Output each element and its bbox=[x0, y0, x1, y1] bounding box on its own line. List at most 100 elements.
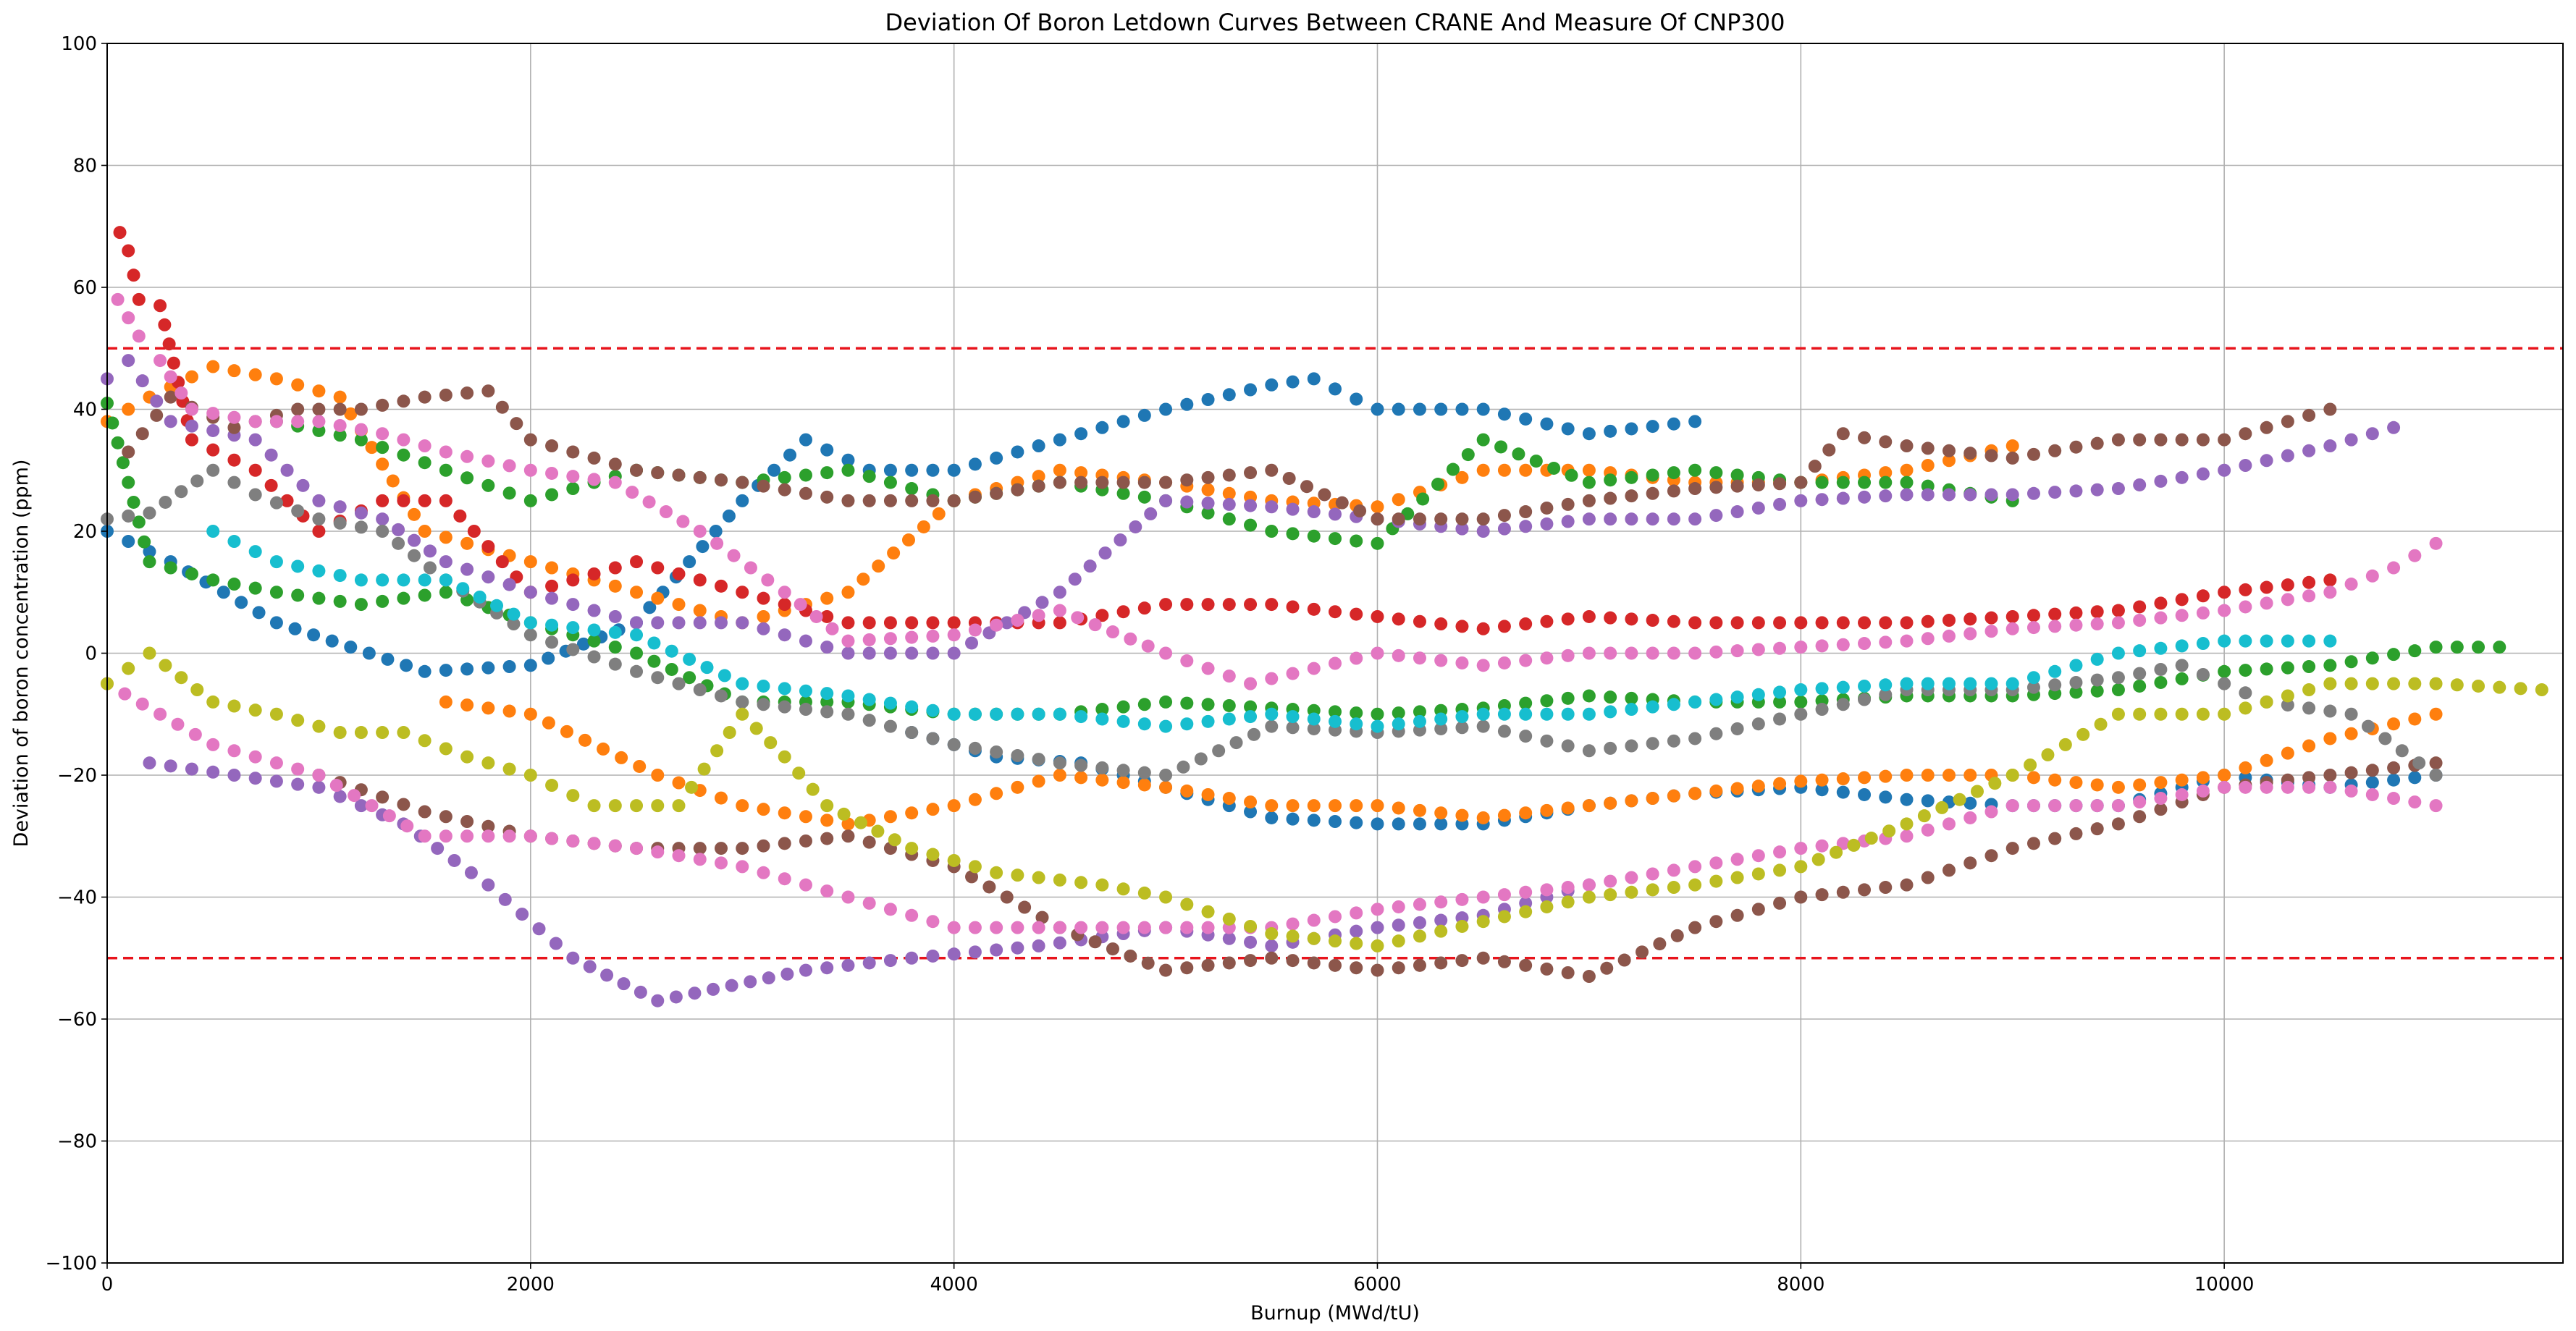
data-point bbox=[630, 463, 644, 477]
data-point bbox=[1053, 433, 1066, 447]
data-point bbox=[1201, 698, 1215, 711]
data-point bbox=[1434, 402, 1448, 416]
data-point bbox=[634, 985, 647, 999]
data-point bbox=[696, 540, 710, 554]
data-point bbox=[1329, 799, 1342, 813]
data-point bbox=[1942, 614, 1956, 628]
data-point bbox=[227, 476, 241, 489]
data-point bbox=[1794, 476, 1808, 489]
data-point bbox=[1329, 714, 1342, 728]
data-point bbox=[1836, 491, 1850, 505]
data-point bbox=[2218, 769, 2231, 782]
data-point bbox=[408, 533, 421, 547]
data-point bbox=[1032, 707, 1045, 721]
data-point bbox=[1074, 921, 1088, 934]
data-point bbox=[1604, 424, 1617, 438]
data-point bbox=[1494, 440, 1508, 454]
data-point bbox=[905, 646, 919, 660]
data-point bbox=[1540, 614, 1554, 628]
data-point bbox=[630, 555, 644, 569]
data-point bbox=[2281, 593, 2294, 607]
data-point bbox=[820, 705, 834, 719]
x-tick-label: 0 bbox=[101, 1274, 114, 1296]
data-point bbox=[633, 759, 647, 773]
data-point bbox=[460, 471, 474, 485]
data-point bbox=[1431, 478, 1445, 491]
data-point bbox=[386, 474, 400, 488]
data-point bbox=[1455, 710, 1469, 724]
data-point bbox=[583, 960, 597, 973]
data-point bbox=[248, 433, 262, 447]
data-point bbox=[1879, 790, 1893, 804]
data-point bbox=[926, 949, 940, 963]
data-point bbox=[630, 646, 644, 660]
data-point bbox=[1265, 951, 1279, 965]
data-point bbox=[2239, 459, 2252, 473]
data-point bbox=[2154, 675, 2168, 689]
data-point bbox=[665, 662, 678, 676]
data-point bbox=[1159, 646, 1173, 660]
data-point bbox=[778, 483, 791, 497]
data-point bbox=[1392, 817, 1405, 831]
data-point bbox=[757, 479, 770, 493]
data-series bbox=[206, 525, 2337, 733]
data-point bbox=[887, 546, 901, 560]
data-point bbox=[2218, 677, 2231, 690]
data-point bbox=[1519, 806, 1533, 820]
data-point bbox=[2175, 470, 2189, 484]
data-point bbox=[418, 439, 432, 453]
data-point bbox=[578, 733, 592, 747]
data-point bbox=[1201, 958, 1215, 972]
data-point bbox=[510, 417, 523, 431]
data-point bbox=[2026, 621, 2040, 635]
data-point bbox=[2239, 780, 2252, 794]
data-point bbox=[587, 473, 601, 486]
reference-lines bbox=[107, 347, 2563, 960]
data-point bbox=[990, 921, 1003, 934]
data-point bbox=[1794, 616, 1808, 630]
data-point bbox=[269, 496, 283, 510]
data-point bbox=[2281, 689, 2294, 703]
data-point bbox=[1942, 629, 1956, 643]
data-point bbox=[418, 805, 432, 819]
data-point bbox=[883, 954, 897, 968]
data-point bbox=[2133, 600, 2147, 614]
data-point bbox=[1413, 897, 1426, 911]
data-point bbox=[1942, 454, 1956, 468]
data-point bbox=[1847, 838, 1861, 852]
data-point bbox=[1709, 784, 1723, 798]
data-point bbox=[1053, 756, 1066, 770]
data-point bbox=[248, 415, 262, 428]
y-tick-label: 80 bbox=[73, 156, 97, 177]
data-point bbox=[1244, 795, 1258, 809]
data-point bbox=[566, 643, 580, 656]
data-point bbox=[1519, 505, 1533, 519]
data-point bbox=[185, 567, 198, 580]
data-point bbox=[780, 967, 794, 981]
data-point bbox=[841, 707, 855, 721]
data-point bbox=[685, 780, 699, 794]
data-point bbox=[354, 520, 368, 534]
data-point bbox=[626, 486, 639, 499]
data-point bbox=[2218, 463, 2231, 477]
data-point bbox=[439, 463, 453, 477]
data-point bbox=[1159, 780, 1173, 794]
data-point bbox=[1582, 689, 1596, 703]
data-point bbox=[397, 591, 411, 605]
data-point bbox=[1858, 693, 1872, 706]
data-point bbox=[2133, 679, 2147, 693]
data-point bbox=[2026, 837, 2040, 850]
data-point bbox=[1822, 443, 1836, 457]
data-point bbox=[2133, 707, 2147, 721]
data-point bbox=[841, 829, 855, 843]
data-point bbox=[418, 664, 432, 678]
data-point bbox=[883, 903, 897, 916]
data-point bbox=[2090, 483, 2104, 497]
data-point bbox=[968, 707, 982, 721]
data-point bbox=[376, 790, 390, 804]
data-point bbox=[206, 765, 220, 779]
data-point bbox=[1413, 402, 1426, 416]
data-point bbox=[1858, 787, 1872, 801]
data-point bbox=[1074, 876, 1088, 890]
data-point bbox=[291, 588, 305, 602]
